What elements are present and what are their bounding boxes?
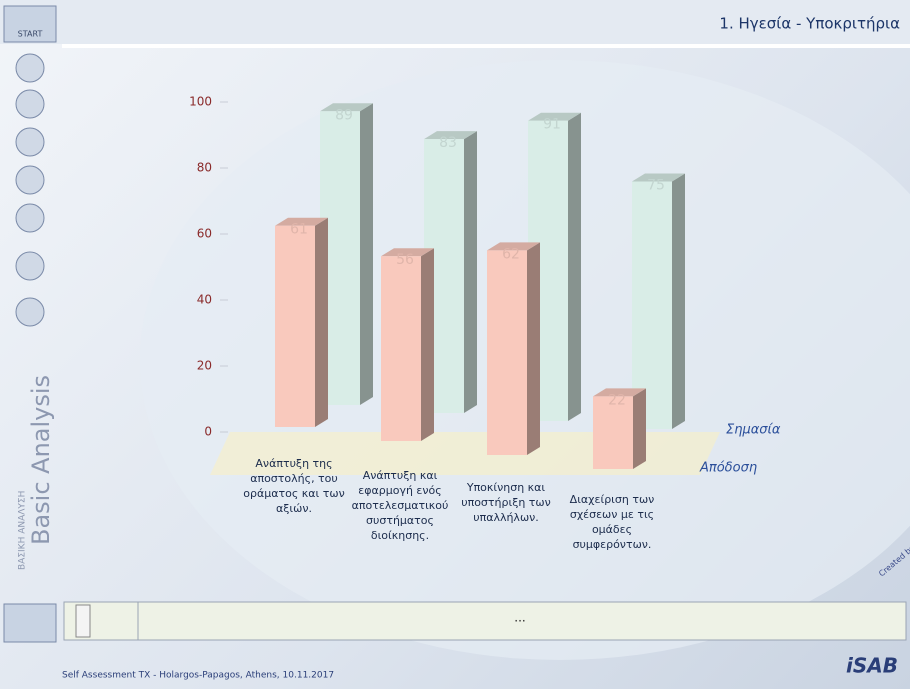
y-tick-label: 0 [204, 425, 212, 439]
value-label: 83 [439, 135, 457, 151]
bar [487, 250, 527, 455]
bar [275, 225, 315, 427]
bar-top [320, 103, 373, 112]
value-label: 61 [290, 222, 308, 238]
x-tick-label: Υποκίνηση και υποστήριξη των υπαλλήλων. [461, 481, 551, 524]
bar-side [568, 112, 581, 421]
bar-side [464, 131, 477, 413]
value-label: 56 [396, 252, 414, 268]
legend-label: Απόδοση [699, 461, 757, 476]
settings-button[interactable] [3, 603, 57, 643]
bar-top [487, 242, 540, 251]
bar-top [593, 388, 646, 397]
value-label: 75 [647, 178, 665, 194]
bar-top [528, 112, 581, 121]
nav-icon[interactable] [15, 165, 45, 195]
value-label: 22 [608, 392, 626, 408]
start-label: START [18, 30, 43, 39]
bar-top [381, 248, 434, 257]
y-tick-label: 20 [197, 359, 212, 373]
bar-side [360, 103, 373, 406]
value-label: 89 [335, 107, 353, 123]
value-label: 62 [502, 246, 520, 262]
start-button[interactable] [3, 5, 57, 43]
y-tick-label: 60 [197, 227, 212, 241]
y-tick-label: 80 [197, 161, 212, 175]
nav-icon[interactable] [15, 251, 45, 281]
header-title: 1. Ηγεσία - Υποκριτήρια [719, 15, 900, 33]
bar [381, 256, 421, 441]
bar-side [633, 388, 646, 469]
logo: iSAB [846, 654, 898, 678]
value-label: 91 [543, 117, 561, 133]
nav-icon[interactable] [15, 203, 45, 233]
nav-icon[interactable] [15, 127, 45, 157]
side-subtitle: ΒΑΣΙΚΗ ΑΝΑΛΥΣΗ [18, 491, 28, 570]
header-line [62, 44, 910, 48]
bar-top [424, 131, 477, 140]
status-panel [63, 601, 907, 641]
x-tick-label: Ανάπτυξη και εφαρμογή ενός αποτελεσματικ… [351, 469, 449, 542]
status-text: ... [514, 611, 525, 625]
footer: Self Assessment TX - Holargos-Papagos, A… [62, 671, 334, 681]
bar-side [527, 242, 540, 455]
bar-top [275, 217, 328, 226]
nav-icon[interactable] [15, 89, 45, 119]
bar-top [632, 173, 685, 182]
bar-side [672, 173, 685, 429]
header-bar [0, 0, 910, 44]
nav-icon[interactable] [15, 53, 45, 83]
bar-side [421, 248, 434, 441]
bar [593, 396, 633, 469]
spin-control[interactable] [75, 604, 91, 638]
x-tick-label: Διαχείριση των σχέσεων με τις ομάδες συμ… [569, 493, 655, 551]
y-tick-label: 40 [197, 293, 212, 307]
floor [210, 432, 720, 475]
y-tick-label: 100 [189, 95, 212, 109]
side-title: Basic Analysis [27, 375, 55, 545]
legend-label: Σημασία [726, 423, 781, 438]
side-icons [15, 53, 45, 327]
nav-icon[interactable] [15, 297, 45, 327]
bar-side [315, 217, 328, 427]
bar [632, 181, 672, 429]
x-tick-label: Ανάπτυξη της αποστολής, του οράματος και… [243, 457, 345, 515]
